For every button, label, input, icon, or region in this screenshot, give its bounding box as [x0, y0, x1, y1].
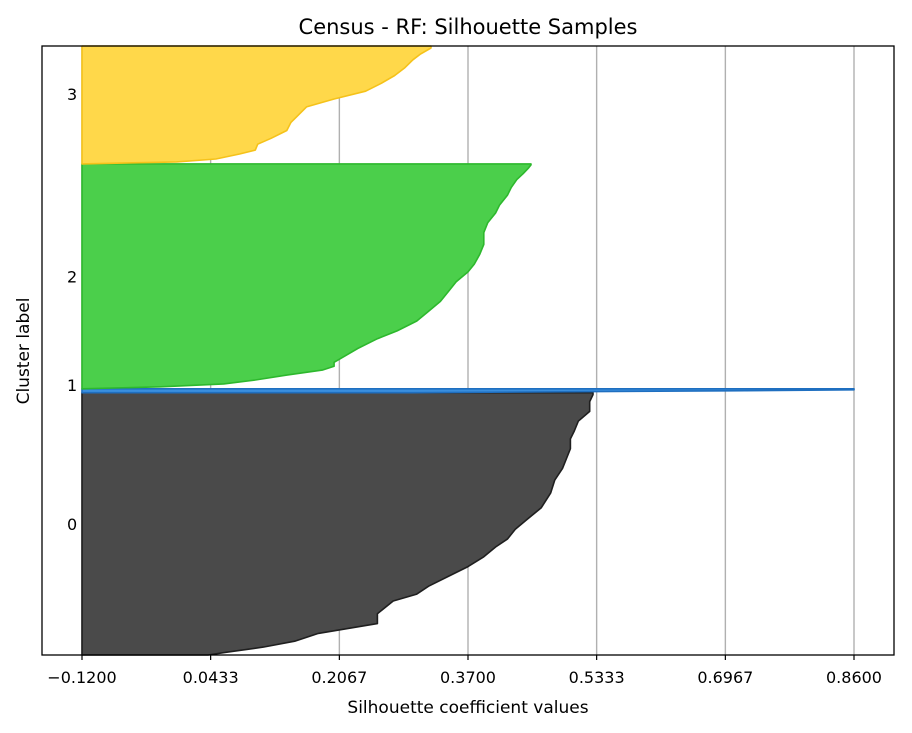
x-axis-ticks: −0.1200 0.0433 0.2067 0.3700 0.5333 0.6967 0.8… [47, 655, 882, 687]
cluster-label-3: 3 [67, 85, 77, 104]
cluster-label-2: 2 [67, 267, 77, 286]
cluster-1-area [81, 388, 855, 394]
cluster-2-area [81, 163, 532, 390]
cluster-label-1: 1 [67, 376, 77, 395]
chart-title: Census - RF: Silhouette Samples [299, 15, 638, 39]
x-tick-label: 0.6967 [697, 668, 753, 687]
cluster-areas [81, 45, 855, 656]
x-axis-label: Silhouette coefficient values [347, 698, 588, 718]
x-tick-label: 0.2067 [311, 668, 367, 687]
x-tick-label: −0.1200 [47, 668, 116, 687]
y-axis-label: Cluster label [14, 298, 34, 405]
x-tick-label: 0.3700 [440, 668, 496, 687]
x-tick-label: 0.5333 [569, 668, 625, 687]
cluster-labels: 0 1 2 3 [67, 85, 77, 534]
cluster-label-0: 0 [67, 515, 77, 534]
cluster-0-area [81, 391, 594, 656]
cluster-3-area [81, 45, 432, 165]
x-tick-label: 0.0433 [183, 668, 239, 687]
x-tick-label: 0.8600 [826, 668, 882, 687]
